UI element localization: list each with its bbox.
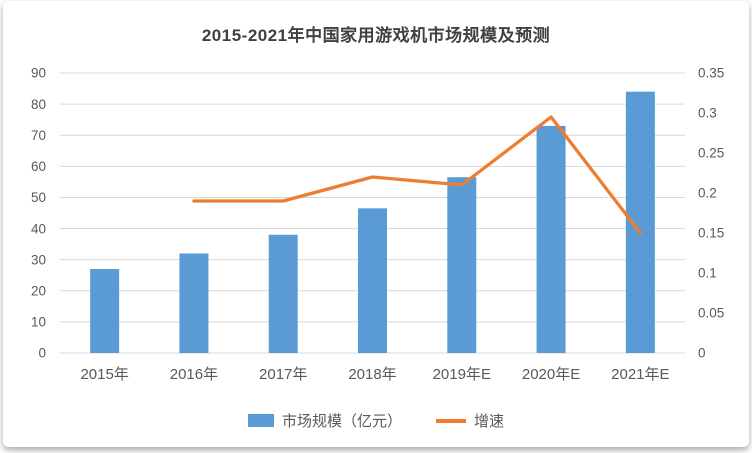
legend-item-growth-rate: 增速 [436,410,504,431]
right-axis-tick-label: 0.1 [698,266,717,281]
left-axis-tick-label: 50 [31,190,46,205]
left-axis-tick-label: 0 [38,346,46,361]
x-axis-category-label: 2020年E [522,366,580,383]
market-size-bar [536,125,566,353]
market-size-bar [447,177,477,353]
left-axis-tick-label: 40 [31,221,46,236]
x-axis-category-label: 2021年E [611,366,669,383]
right-axis-tick-label: 0.05 [698,306,724,321]
legend-label-growth-rate: 增速 [474,413,505,430]
left-axis-tick-label: 10 [31,315,46,330]
market-size-bar [179,253,209,353]
left-axis-tick-label: 30 [31,252,46,267]
right-axis-tick-label: 0 [698,346,706,361]
x-axis-category-label: 2017年 [259,366,307,383]
left-axis-tick-label: 90 [31,66,46,81]
market-size-bar [90,269,120,353]
market-size-bar [268,234,298,353]
x-axis-category-label: 2019年E [433,366,491,383]
chart-plot-area: 0 10 20 30 40 50 60 70 80 90 0 0.05 0.1 0.15 0.2 0.25 0.… [31,66,724,383]
market-size-bar [358,208,387,353]
x-axis-category-label: 2016年 [170,366,218,383]
chart-title: 2015-2021年中国家用游戏机市场规模及预测 [201,26,551,45]
x-axis-category-label: 2018年 [348,366,396,383]
growth-rate-line [192,115,642,235]
right-axis-tick-label: 0.25 [698,146,724,161]
left-axis-tick-label: 70 [31,128,46,143]
legend-item-market-size: 市场规模（亿元） [247,410,402,431]
bar-series-swatch-icon [247,414,274,427]
left-axis-tick-label: 20 [31,284,46,299]
right-axis-tick-label: 0.3 [698,106,717,121]
chart-legend: 市场规模（亿元） 增速 [3,410,749,431]
right-axis-tick-label: 0.35 [698,66,724,81]
right-axis-tick-label: 0.2 [698,186,717,201]
left-axis-tick-label: 80 [31,97,46,112]
chart-card: 2015-2021年中国家用游戏机市场规模及预测 0 10 20 30 40 50 60 70… [3,1,749,447]
right-axis-tick-label: 0.15 [698,226,724,241]
x-axis-category-label: 2015年 [80,366,128,383]
left-axis-tick-label: 60 [31,159,46,174]
legend-label-market-size: 市场规模（亿元） [281,413,402,430]
line-series-swatch-icon [436,418,466,423]
